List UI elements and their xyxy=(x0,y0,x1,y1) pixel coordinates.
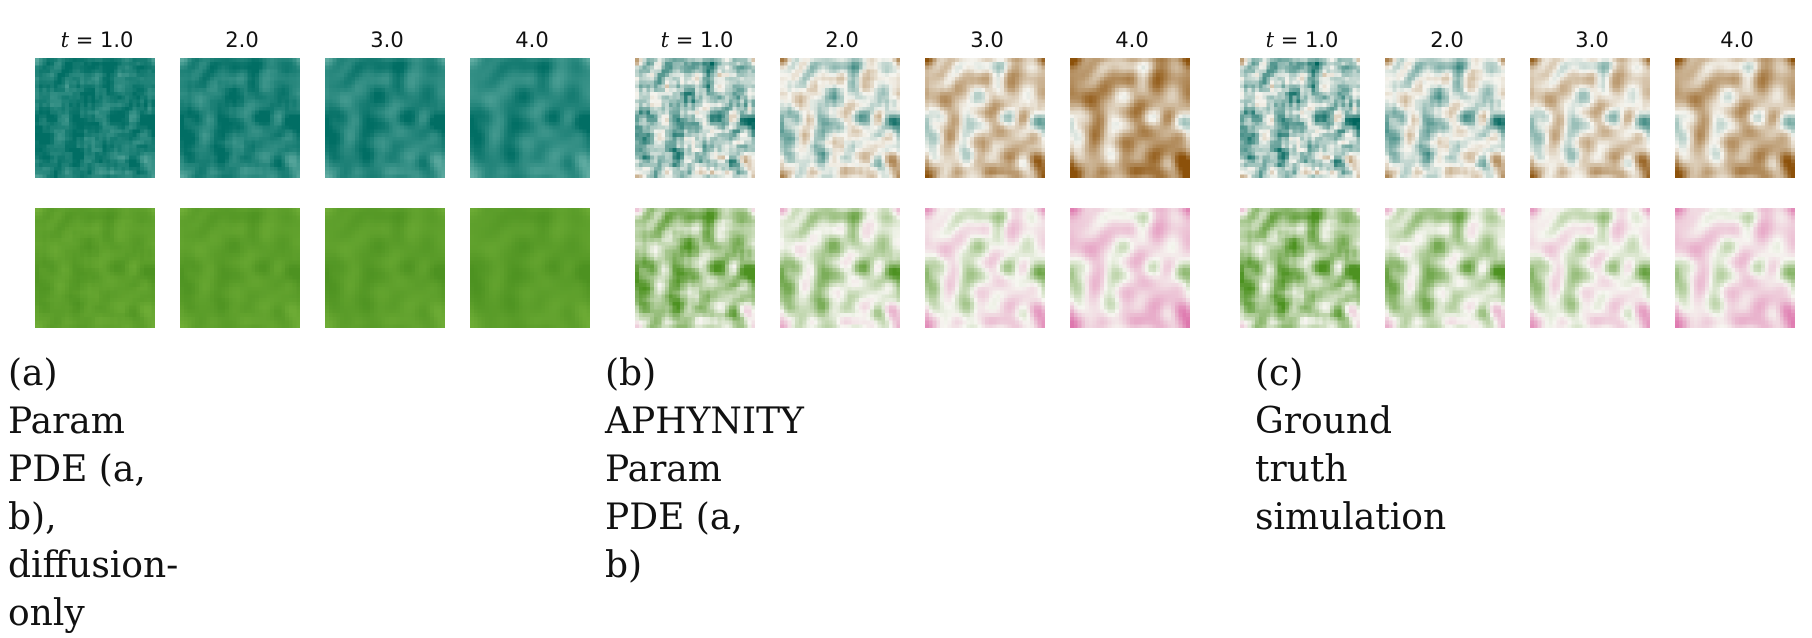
field-tile-v xyxy=(635,208,755,328)
time-label: 3.0 xyxy=(970,28,1004,52)
field-tile-v xyxy=(1675,208,1795,328)
time-label: 3.0 xyxy=(1575,28,1609,52)
caption-b: (b) APHYNITY Param PDE (a, b) xyxy=(605,350,804,590)
field-tile-u xyxy=(1070,58,1190,178)
field-tile-u xyxy=(1240,58,1360,178)
caption-line1: (c) Ground truth simulation xyxy=(1255,353,1447,538)
field-tile-u xyxy=(1385,58,1505,178)
field-tile-v xyxy=(1385,208,1505,328)
time-label: t = 1.0 xyxy=(660,28,734,52)
field-tile-v xyxy=(470,208,590,328)
field-tile-u xyxy=(35,58,155,178)
time-label: 2.0 xyxy=(225,28,259,52)
field-tile-v xyxy=(325,208,445,328)
field-tile-v xyxy=(180,208,300,328)
field-tile-u xyxy=(1530,58,1650,178)
caption-line1: (a) Param PDE (a, b), diffusion- xyxy=(8,353,179,586)
field-tile-u xyxy=(635,58,755,178)
field-tile-u xyxy=(925,58,1045,178)
field-tile-v xyxy=(925,208,1045,328)
field-tile-v xyxy=(1240,208,1360,328)
field-tile-v xyxy=(35,208,155,328)
caption-line2: b) xyxy=(605,545,643,586)
field-tile-v xyxy=(1530,208,1650,328)
time-label: 4.0 xyxy=(1115,28,1149,52)
time-label: 4.0 xyxy=(1720,28,1754,52)
field-tile-u xyxy=(1675,58,1795,178)
time-label: t = 1.0 xyxy=(60,28,134,52)
caption-a: (a) Param PDE (a, b), diffusion- only xyxy=(8,350,178,638)
caption-line2: only xyxy=(8,593,85,634)
time-label: 3.0 xyxy=(370,28,404,52)
time-label: t = 1.0 xyxy=(1265,28,1339,52)
time-label: 4.0 xyxy=(515,28,549,52)
field-tile-v xyxy=(1070,208,1190,328)
field-tile-u xyxy=(470,58,590,178)
time-label: 2.0 xyxy=(825,28,859,52)
caption-c: (c) Ground truth simulation xyxy=(1255,350,1446,542)
caption-line1: (b) APHYNITY Param PDE (a, xyxy=(605,353,804,538)
field-tile-v xyxy=(780,208,900,328)
field-tile-u xyxy=(180,58,300,178)
field-tile-u xyxy=(780,58,900,178)
field-tile-u xyxy=(325,58,445,178)
time-label: 2.0 xyxy=(1430,28,1464,52)
